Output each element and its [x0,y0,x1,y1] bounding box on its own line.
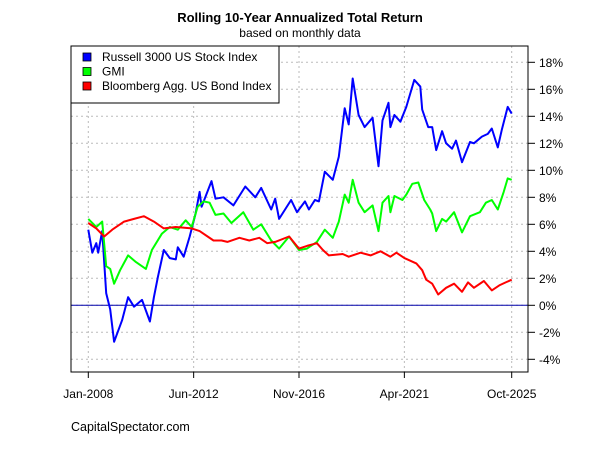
x-axis: Jan-2008 Jun-2012 Nov-2016 Apr-2021 Oct-2025 [63,372,537,401]
source-label: CapitalSpectator.com [71,420,190,434]
y-tick-label: 6% [539,218,557,232]
legend-box [70,45,280,104]
legend-label: Russell 3000 US Stock Index [102,50,257,64]
y-tick-label: 8% [539,191,557,205]
y-tick-label: 0% [539,299,557,313]
y-tick-label: 18% [539,56,563,70]
series-lines [87,77,513,343]
x-tick-label: Oct-2025 [487,387,537,401]
legend-swatch [82,81,92,91]
x-tick-label: Jun-2012 [169,387,219,401]
x-tick-label: Apr-2021 [380,387,430,401]
legend-swatch [82,52,92,62]
y-tick-label: 10% [539,164,563,178]
y-tick-label: 12% [539,137,563,151]
series-line-1 [87,177,513,285]
legend: Russell 3000 US Stock IndexGMIBloomberg … [70,45,280,104]
y-tick-label: -2% [539,326,561,340]
x-tick-label: Jan-2008 [63,387,113,401]
legend-swatch [82,67,92,76]
series-line-0 [87,77,513,343]
legend-label: Bloomberg Agg. US Bond Index [102,79,271,93]
y-tick-label: 14% [539,110,563,124]
y-tick-label: 16% [539,83,563,97]
legend-label: GMI [102,65,125,79]
y-tick-label: -4% [539,353,561,367]
y-tick-label: 2% [539,272,557,286]
series-line-2 [87,215,513,296]
chart-subtitle: based on monthly data [239,26,361,40]
chart-title: Rolling 10-Year Annualized Total Return [177,10,423,25]
gridlines [71,46,528,372]
y-tick-label: 4% [539,245,557,259]
y-axis: 18% 16% 14% 12% 10% 8% 6% 4% 2% 0% -2% -4% [528,56,563,367]
x-tick-label: Nov-2016 [273,387,325,401]
